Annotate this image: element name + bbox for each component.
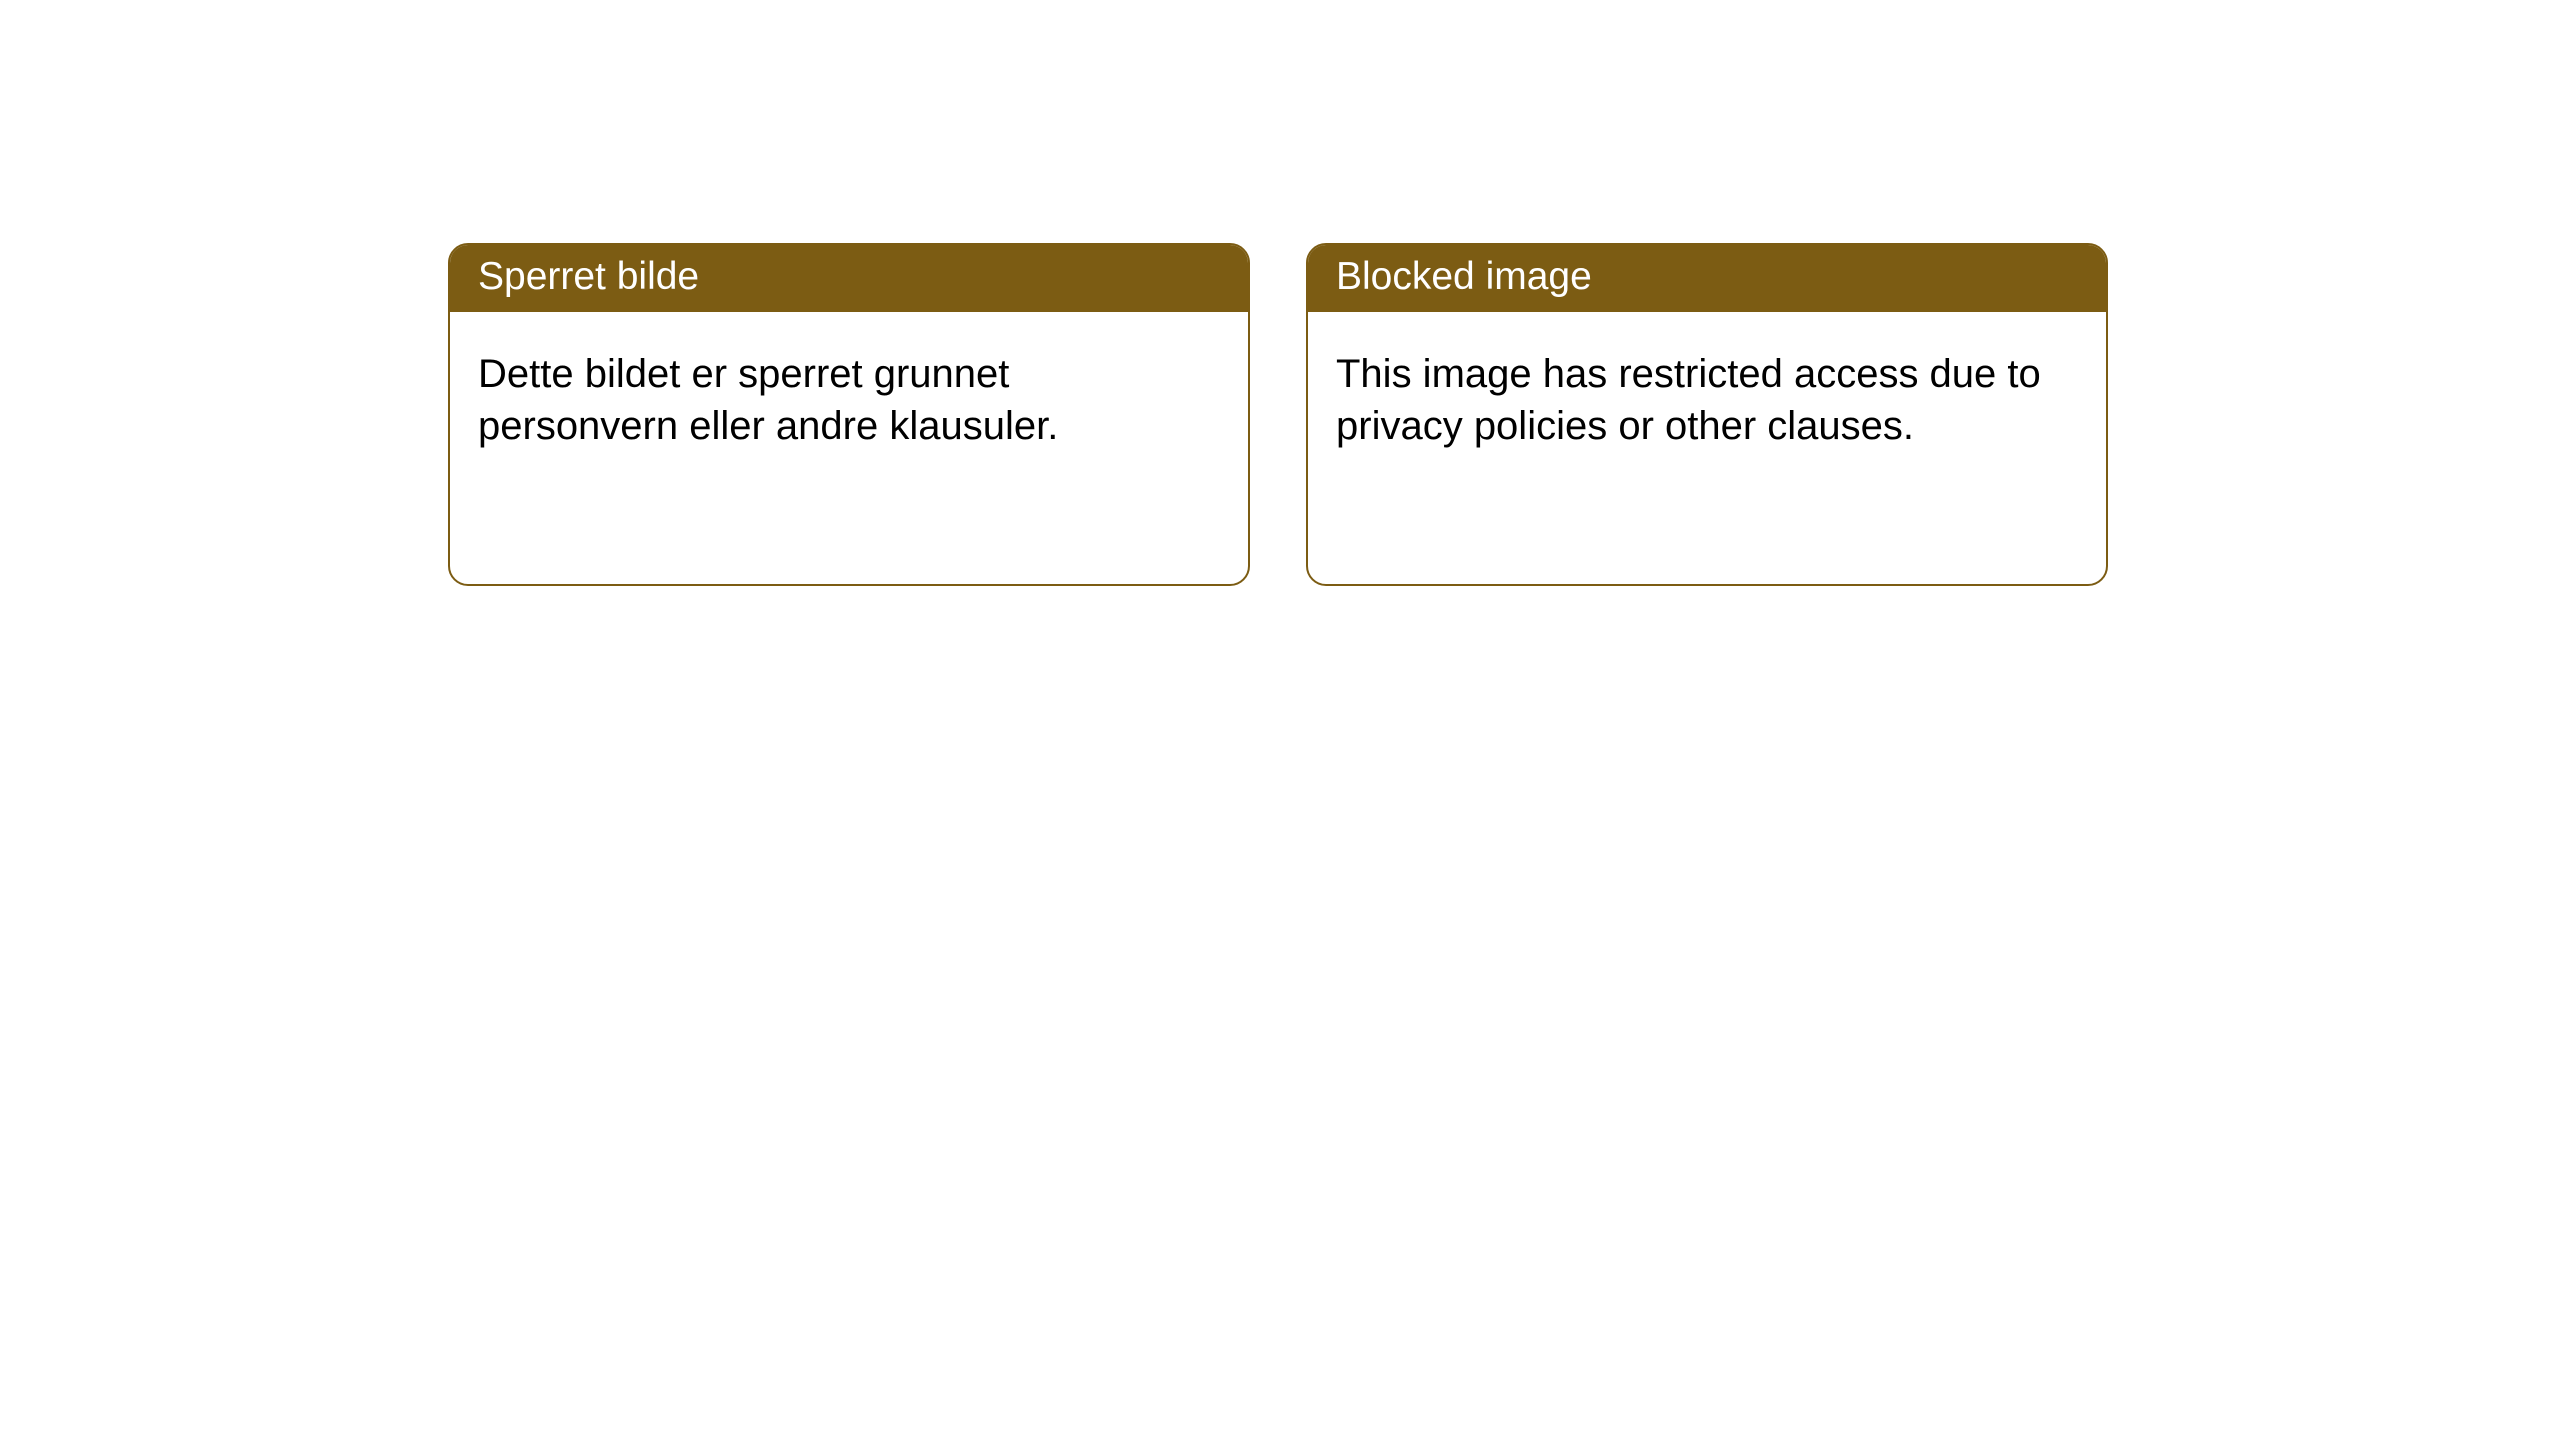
card-header: Sperret bilde <box>450 245 1248 312</box>
notice-cards-container: Sperret bilde Dette bildet er sperret gr… <box>0 0 2560 586</box>
card-title: Blocked image <box>1336 255 1592 298</box>
notice-card-norwegian: Sperret bilde Dette bildet er sperret gr… <box>448 243 1250 586</box>
card-header: Blocked image <box>1308 245 2106 312</box>
notice-card-english: Blocked image This image has restricted … <box>1306 243 2108 586</box>
card-title: Sperret bilde <box>478 255 699 298</box>
card-text: This image has restricted access due to … <box>1336 348 2078 452</box>
card-body: Dette bildet er sperret grunnet personve… <box>450 312 1248 584</box>
card-body: This image has restricted access due to … <box>1308 312 2106 584</box>
card-text: Dette bildet er sperret grunnet personve… <box>478 348 1220 452</box>
